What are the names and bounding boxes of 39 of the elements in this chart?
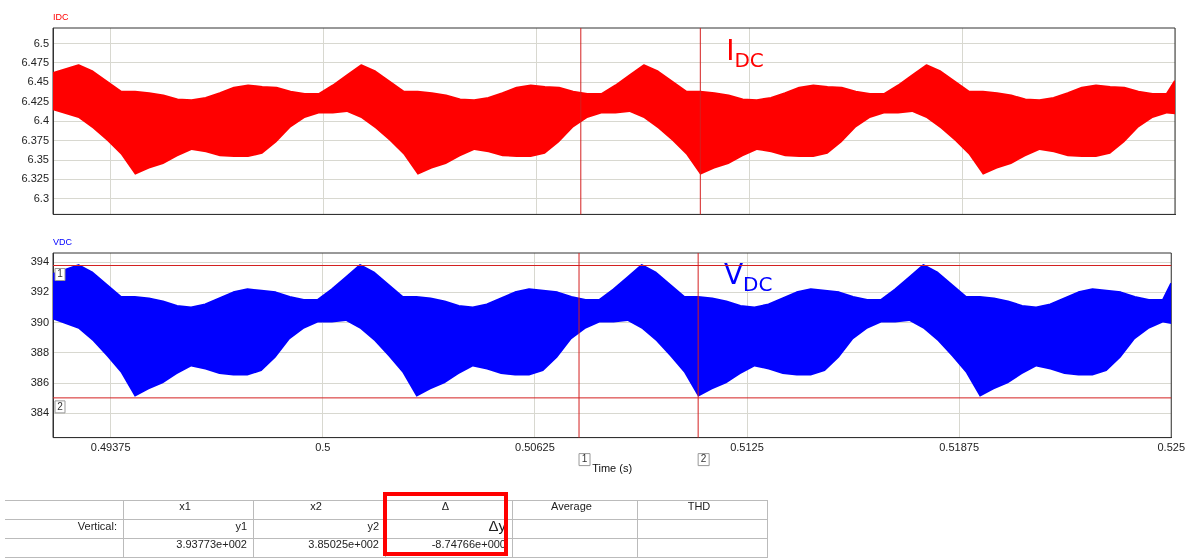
chart-title: IDC <box>53 11 69 22</box>
y-tick-label: 6.45 <box>27 75 49 88</box>
annotation: 2 <box>57 400 64 412</box>
text: -8.74766e+000 <box>430 537 507 552</box>
text: x1 <box>178 499 192 514</box>
x-tick-label: 0.525 <box>1157 441 1185 454</box>
y-tick-label: 386 <box>30 376 49 389</box>
x-tick-label: 0.50625 <box>515 441 555 454</box>
y-tick-label: 390 <box>30 315 49 328</box>
y-tick-label: 394 <box>30 255 49 268</box>
text: 1 <box>581 453 588 465</box>
x-axis-title: Time (s) <box>592 462 633 475</box>
x-tick-label: 0.51875 <box>939 441 980 454</box>
x-tick-label: 0.5 <box>315 441 331 454</box>
chart-title: VDC <box>53 236 73 247</box>
text: 2 <box>700 453 707 465</box>
y-tick-label: 6.375 <box>21 133 49 146</box>
y-tick-label: 388 <box>30 345 49 358</box>
text: y2 <box>366 519 380 534</box>
text: x2 <box>309 499 323 514</box>
y-tick-label: 6.325 <box>21 172 49 185</box>
y-tick-label: 6.35 <box>27 153 49 166</box>
text: Average <box>550 499 593 514</box>
y-tick-label: 6.4 <box>33 114 49 127</box>
x-tick-label: 0.5125 <box>730 441 764 454</box>
annotation: 1 <box>57 268 64 280</box>
y-tick-label: 6.475 <box>21 55 49 68</box>
y-tick-label: 6.425 <box>21 94 49 107</box>
text: 3.85025e+002 <box>307 537 380 552</box>
y-tick-label: 384 <box>30 406 49 419</box>
y-tick-label: 6.5 <box>33 36 49 49</box>
text: Δ <box>440 499 451 514</box>
text: 3.93773e+002 <box>175 537 248 552</box>
x-tick-label: 0.49375 <box>90 441 131 454</box>
y-tick-label: 392 <box>30 285 49 298</box>
text: Vertical: <box>76 519 118 534</box>
y-tick-label: 6.3 <box>33 191 49 204</box>
text: y1 <box>234 519 248 534</box>
text: THD <box>686 499 712 514</box>
